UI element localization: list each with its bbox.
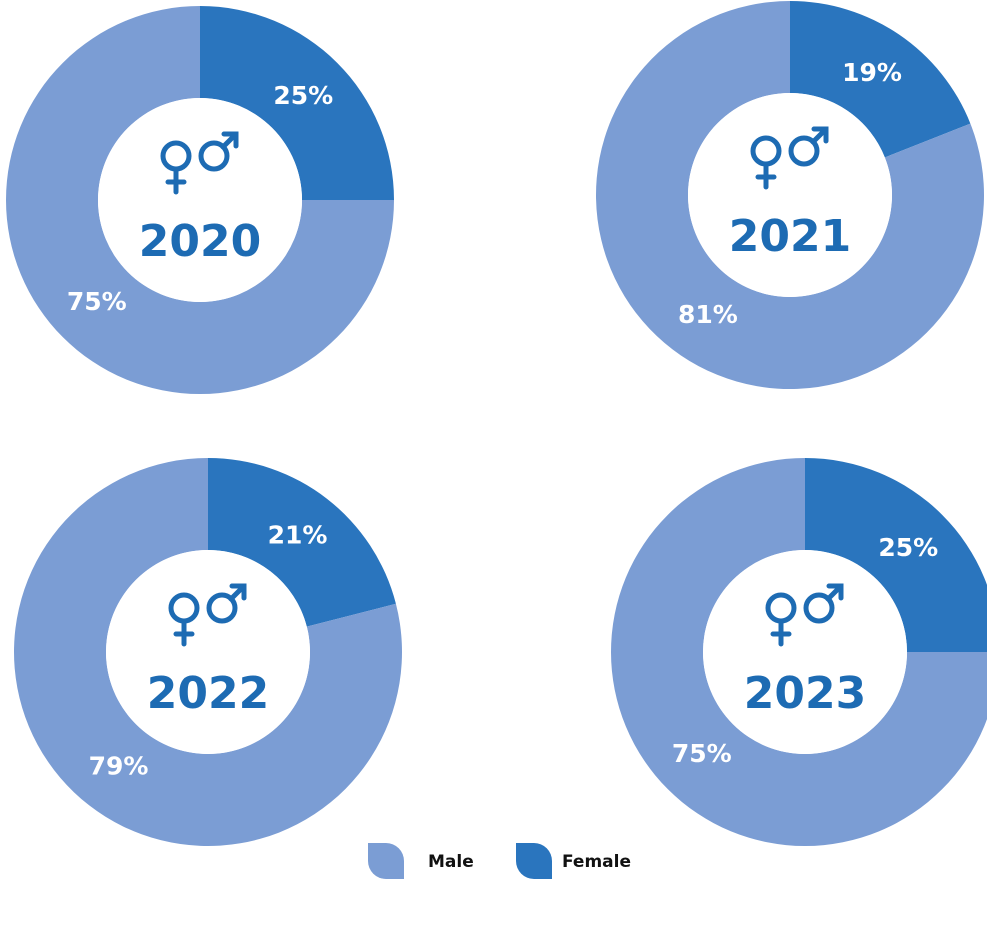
- donut-segment: [13, 458, 402, 846]
- male-arrow: [810, 126, 829, 145]
- female-cross: [165, 166, 187, 195]
- donut-segment: [611, 458, 987, 846]
- male-symbol: [803, 592, 835, 624]
- gender-icon: [765, 583, 844, 647]
- chart-title: 2020: [139, 216, 261, 267]
- value-label: 19%: [842, 58, 902, 87]
- male-arrow: [228, 583, 247, 602]
- legend-label: Female: [562, 852, 631, 872]
- female-cross: [770, 618, 792, 647]
- donut-hole: [106, 550, 310, 754]
- gender-icon: [168, 583, 247, 647]
- female-cross: [173, 618, 195, 647]
- value-label: 25%: [878, 533, 938, 562]
- donut-segment: [805, 458, 987, 652]
- male-arrow: [220, 131, 239, 150]
- legend-swatch: [516, 843, 552, 879]
- donut-hole: [703, 550, 907, 754]
- chart-title: 2023: [744, 668, 866, 719]
- legend-label: Male: [428, 852, 474, 872]
- donut-hole: [688, 93, 892, 297]
- value-label: 21%: [268, 521, 328, 550]
- male-symbol: [788, 135, 820, 167]
- donut-segment: [790, 1, 971, 158]
- female-cross: [755, 161, 777, 190]
- gender-icon: [160, 131, 239, 195]
- donut-segment: [595, 1, 984, 390]
- value-label: 79%: [89, 751, 149, 780]
- male-symbol: [206, 592, 238, 624]
- gender-icon: [750, 126, 829, 190]
- male-arrow: [825, 583, 844, 602]
- value-label: 75%: [67, 287, 127, 316]
- value-label: 25%: [273, 81, 333, 110]
- chart-title: 2022: [147, 668, 269, 719]
- legend-swatch: [368, 843, 404, 879]
- donut-hole: [98, 98, 302, 302]
- donut-segment: [208, 458, 396, 627]
- male-symbol: [198, 140, 230, 172]
- donut-segment: [200, 6, 394, 200]
- value-label: 75%: [672, 739, 732, 768]
- value-label: 81%: [678, 300, 738, 329]
- chart-title: 2021: [729, 211, 851, 262]
- donut-segment: [6, 6, 394, 394]
